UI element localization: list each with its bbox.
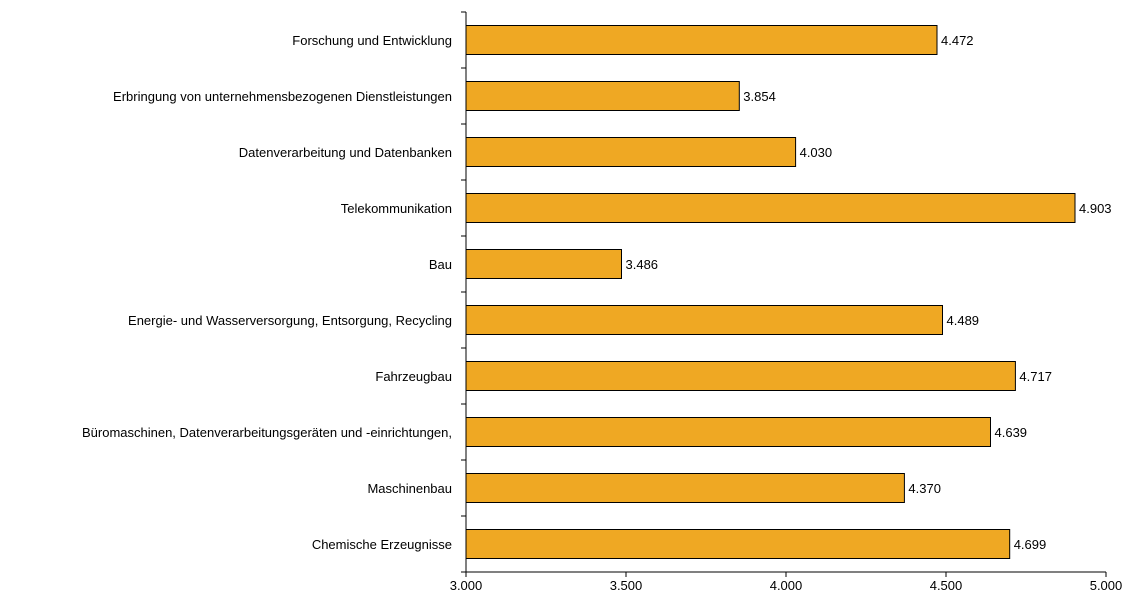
- value-label: 4.370: [908, 481, 941, 496]
- value-label: 4.639: [995, 425, 1028, 440]
- category-label: Fahrzeugbau: [375, 369, 452, 384]
- category-label: Energie- und Wasserversorgung, Entsorgun…: [128, 313, 452, 328]
- category-label: Datenverarbeitung und Datenbanken: [239, 145, 452, 160]
- value-label: 4.717: [1019, 369, 1052, 384]
- x-tick-label: 3.500: [610, 578, 643, 592]
- value-label: 3.854: [743, 89, 776, 104]
- value-label: 3.486: [626, 257, 659, 272]
- category-label: Forschung und Entwicklung: [292, 33, 452, 48]
- category-label: Bau: [429, 257, 452, 272]
- x-tick-label: 4.500: [930, 578, 963, 592]
- bar: [465, 361, 1016, 391]
- bar: [465, 249, 622, 279]
- bars-layer: [465, 25, 1076, 559]
- axes: [461, 11, 1107, 577]
- bar: [465, 25, 938, 55]
- bar: [465, 473, 905, 503]
- x-tick-label: 4.000: [770, 578, 803, 592]
- bar: [465, 137, 797, 167]
- category-label: Erbringung von unternehmensbezogenen Die…: [113, 89, 452, 104]
- value-label: 4.489: [947, 313, 980, 328]
- category-label: Büromaschinen, Datenverarbeitungsgeräten…: [82, 425, 452, 440]
- category-label: Telekommunikation: [341, 201, 452, 216]
- value-label: 4.472: [941, 33, 974, 48]
- x-tick-label: 3.000: [450, 578, 483, 592]
- bar: [465, 193, 1076, 223]
- value-label: 4.699: [1014, 537, 1047, 552]
- category-label: Chemische Erzeugnisse: [312, 537, 452, 552]
- x-tick-label: 5.000: [1090, 578, 1123, 592]
- value-label: 4.903: [1079, 201, 1112, 216]
- bar: [465, 417, 991, 447]
- labels-layer: 4.472 Forschung und Entwicklung 3.854 Erbri…: [82, 33, 1122, 592]
- bar: [465, 81, 740, 111]
- category-label: Maschinenbau: [367, 481, 452, 496]
- value-label: 4.030: [800, 145, 833, 160]
- bar: [465, 305, 943, 335]
- bar: [465, 529, 1011, 559]
